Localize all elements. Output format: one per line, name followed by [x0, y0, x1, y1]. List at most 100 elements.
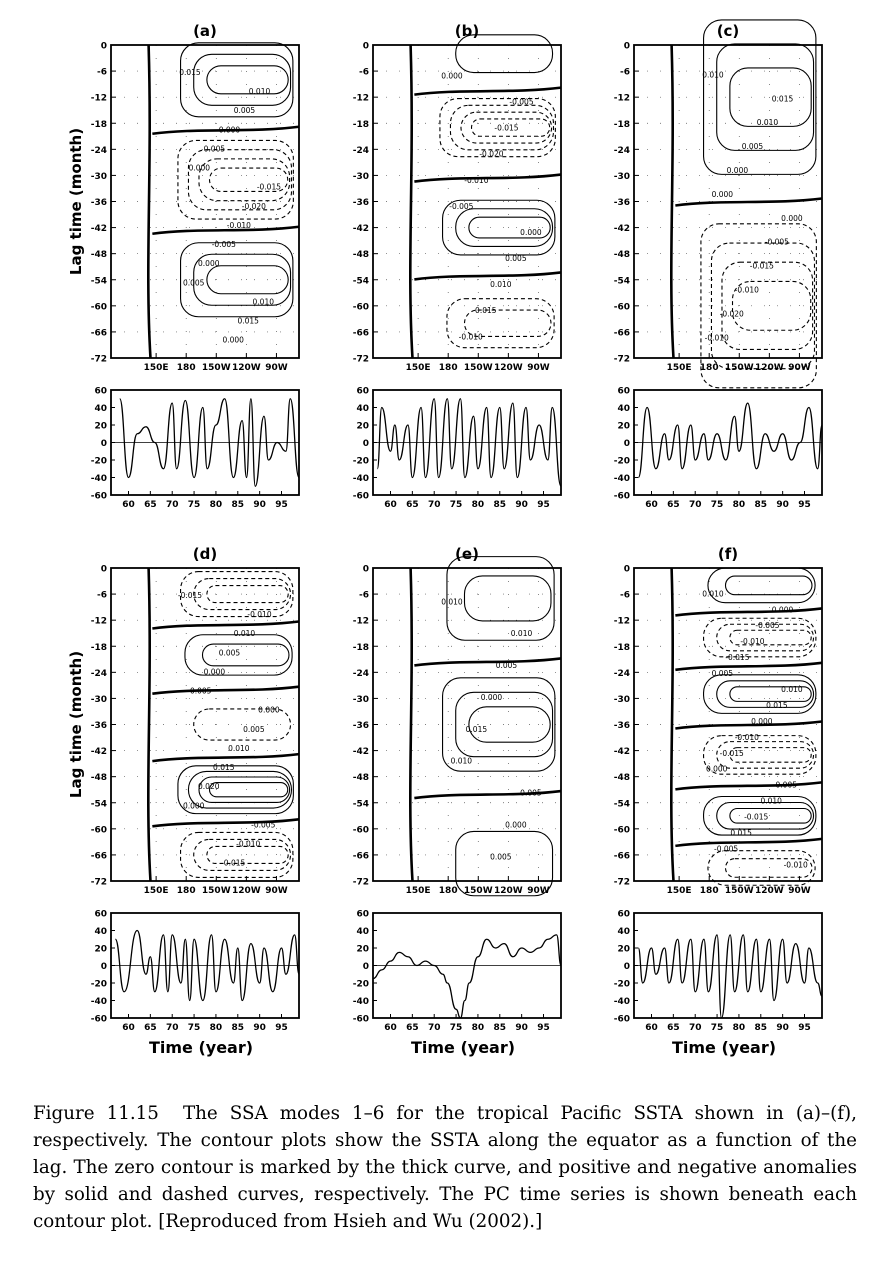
x-tick-label: 90W	[788, 363, 811, 373]
y-tick-label: -6	[97, 591, 107, 601]
contour-label: -0.010	[705, 333, 729, 342]
panel-label-b: (b)	[455, 22, 479, 40]
pc-series-line	[114, 929, 300, 1002]
positive-contour	[180, 242, 294, 318]
y-tick-label: -36	[91, 198, 107, 208]
x-tick-label: 75	[711, 1023, 724, 1033]
negative-contour	[710, 242, 816, 370]
negative-contour	[439, 98, 556, 158]
y-tick-label: -30	[353, 695, 369, 705]
contour-label: -0.020	[479, 150, 503, 159]
x-tick-label: 150W	[202, 363, 231, 373]
y-tick-label: -18	[353, 120, 369, 130]
figure-caption: Figure 11.15 The SSA modes 1–6 for the t…	[33, 1100, 857, 1235]
x-tick-label: 65	[667, 1023, 680, 1033]
y-tick-label: -30	[353, 172, 369, 182]
y-tick-label: -30	[614, 695, 630, 705]
y-tick-label: -60	[353, 302, 369, 312]
contour-label: 0.010	[511, 629, 533, 638]
x-tick-label: 150E	[406, 886, 431, 896]
negative-contour	[731, 280, 812, 331]
y-axis-label: Lag time (month)	[67, 651, 85, 798]
x-tick-label: 75	[188, 500, 201, 510]
positive-contour	[455, 691, 554, 758]
x-tick-label: 65	[406, 500, 419, 510]
contour-label: 0.000	[772, 605, 794, 614]
positive-contour	[468, 216, 551, 239]
y-tick-label: -42	[353, 224, 369, 234]
contour-label: -0.010	[735, 733, 759, 742]
pc-frame	[633, 389, 823, 496]
pc-panel-a: 60 40 20 0 -20 -40 -60 60 65 70 75 80 85 90 95	[91, 387, 300, 510]
contour-label: 0.005	[712, 669, 734, 678]
contour-label: -0.015	[750, 262, 774, 271]
y-tick-label: -18	[91, 643, 107, 653]
y-tick-label: -24	[353, 669, 369, 679]
y-tick-label: -24	[614, 669, 630, 679]
pc-panel-e: 60 40 20 0 -20 -40 -60 60 65 70 75 80 85 90 95 Time (ye…	[353, 910, 562, 1057]
x-tick-label: 150W	[725, 886, 754, 896]
pc-panel-c: 60 40 20 0 -20 -40 -60 60 65 70 75 80 85 90 95	[614, 387, 823, 510]
contour-label: -0.010	[459, 332, 483, 341]
x-tick-label: 150E	[406, 363, 431, 373]
negative-contour	[703, 735, 817, 775]
x-tick-label: 65	[667, 500, 680, 510]
x-tick-label: 120W	[494, 886, 523, 896]
x-tick-label: 95	[275, 500, 288, 510]
x-tick-label: 90	[515, 1023, 528, 1033]
y-tick-label: -6	[620, 68, 630, 78]
zero-contour	[152, 620, 300, 630]
y-tick-label: -36	[353, 198, 369, 208]
y-tick-label: 0	[363, 565, 369, 575]
negative-contour	[700, 223, 817, 389]
y-tick-label: -48	[91, 250, 107, 260]
zero-contour	[152, 685, 300, 696]
y-tick-label: 60	[617, 387, 630, 397]
contour-label: 0.010	[253, 297, 275, 306]
positive-contour	[180, 42, 294, 118]
negative-contour	[729, 629, 812, 646]
positive-contour	[716, 43, 815, 151]
y-tick-label: -36	[91, 721, 107, 731]
x-tick-label: 120W	[755, 886, 784, 896]
negative-contour	[193, 578, 292, 611]
y-tick-label: -12	[91, 94, 107, 104]
x-tick-label: 85	[232, 500, 245, 510]
x-tick-label: 150E	[667, 886, 692, 896]
y-tick-label: 40	[356, 927, 369, 937]
negative-contour	[463, 309, 552, 337]
negative-contour	[206, 845, 289, 864]
pc-panel-b: 60 40 20 0 -20 -40 -60 60 65 70 75 80 85 90 95	[353, 387, 562, 510]
panel-label-a: (a)	[193, 22, 217, 40]
x-tick-label: 90	[776, 1023, 789, 1033]
y-axis-label: Lag time (month)	[67, 128, 85, 275]
contour-label: -0.010	[227, 221, 251, 230]
zero-contour-west	[147, 44, 152, 359]
x-tick-label: 75	[450, 500, 463, 510]
y-tick-label: 20	[617, 945, 630, 955]
contour-label: -0.005	[765, 238, 789, 247]
x-tick-label: 90W	[265, 886, 288, 896]
x-tick-label: 80	[733, 1023, 746, 1033]
y-tick-label: -72	[353, 355, 369, 365]
y-tick-label: 0	[624, 42, 630, 52]
x-tick-label: 150E	[144, 363, 169, 373]
contour-label: -0.010	[784, 860, 808, 869]
y-tick-label: 40	[356, 404, 369, 414]
x-tick-label: 85	[494, 1023, 507, 1033]
contour-label: 0.005	[204, 144, 226, 153]
contour-label: -0.010	[464, 176, 488, 185]
y-tick-label: -12	[614, 617, 630, 627]
negative-contour	[206, 585, 289, 604]
positive-contour	[729, 807, 812, 824]
y-tick-label: 20	[94, 422, 107, 432]
positive-contour	[455, 830, 554, 897]
contour-label: 0.000	[222, 336, 244, 345]
x-tick-label: 150E	[667, 363, 692, 373]
y-tick-label: 20	[94, 945, 107, 955]
x-tick-label: 75	[711, 500, 724, 510]
x-tick-label: 80	[472, 1023, 485, 1033]
x-tick-label: 180	[439, 886, 458, 896]
panel-label-c: (c)	[717, 22, 740, 40]
contour-label: 0.015	[766, 701, 788, 710]
